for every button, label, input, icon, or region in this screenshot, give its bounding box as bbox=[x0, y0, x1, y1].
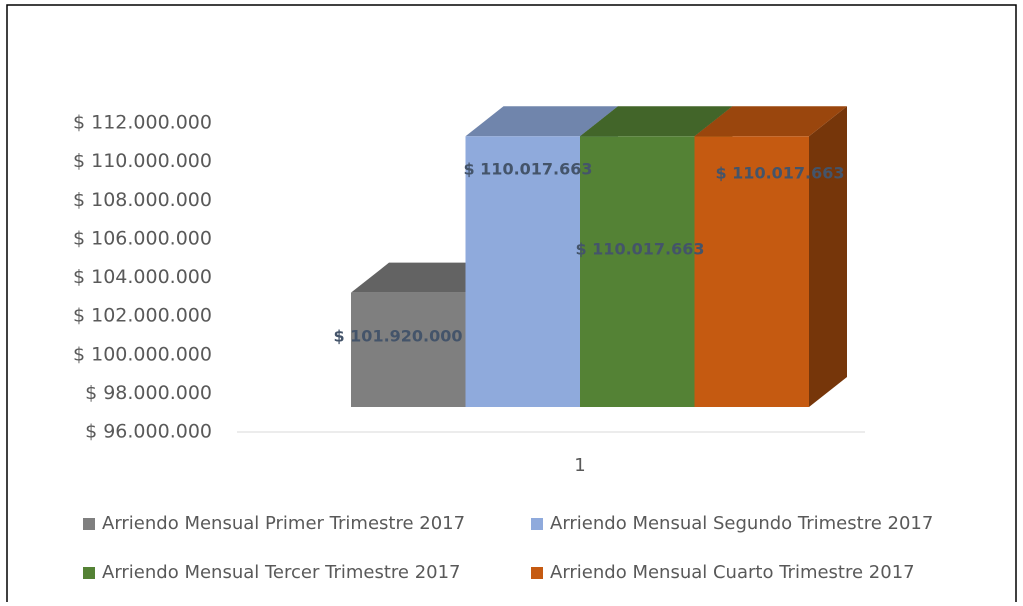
bar bbox=[694, 136, 809, 408]
x-tick-label: 1 bbox=[574, 455, 585, 476]
bar-side bbox=[809, 106, 847, 408]
y-tick-label: $ 98.000.000 bbox=[85, 382, 212, 404]
bar-top bbox=[351, 262, 504, 293]
y-tick-label: $ 102.000.000 bbox=[73, 305, 212, 327]
y-tick-label: $ 112.000.000 bbox=[73, 112, 212, 134]
data-label: $ 110.017.663 bbox=[463, 160, 592, 179]
legend-label: Arriendo Mensual Primer Trimestre 2017 bbox=[102, 513, 465, 534]
y-tick-label: $ 104.000.000 bbox=[73, 266, 212, 288]
legend-swatch bbox=[531, 518, 543, 530]
legend-swatch bbox=[83, 518, 95, 530]
bar-top bbox=[465, 106, 618, 137]
bar-top bbox=[580, 106, 733, 137]
bar bbox=[351, 292, 466, 407]
bar-top bbox=[694, 106, 847, 137]
legend-label: Arriendo Mensual Tercer Trimestre 2017 bbox=[102, 562, 461, 583]
bar bbox=[580, 136, 695, 408]
legend-label: Arriendo Mensual Cuarto Trimestre 2017 bbox=[550, 562, 915, 583]
y-tick-label: $ 96.000.000 bbox=[85, 421, 212, 443]
y-tick-label: $ 100.000.000 bbox=[73, 343, 212, 365]
y-tick-label: $ 106.000.000 bbox=[73, 227, 212, 249]
y-tick-label: $ 110.000.000 bbox=[73, 150, 212, 172]
legend-swatch bbox=[83, 567, 95, 579]
data-label: $ 110.017.663 bbox=[715, 164, 844, 183]
legend-swatch bbox=[531, 567, 543, 579]
bar bbox=[465, 136, 580, 408]
data-label: $ 101.920.000 bbox=[333, 327, 462, 346]
data-label: $ 110.017.663 bbox=[575, 240, 704, 259]
y-tick-label: $ 108.000.000 bbox=[73, 189, 212, 211]
legend-label: Arriendo Mensual Segundo Trimestre 2017 bbox=[550, 513, 933, 534]
